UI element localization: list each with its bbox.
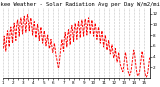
Title: Milwaukee Weather - Solar Radiation Avg per Day W/m2/minute: Milwaukee Weather - Solar Radiation Avg … bbox=[0, 2, 160, 7]
